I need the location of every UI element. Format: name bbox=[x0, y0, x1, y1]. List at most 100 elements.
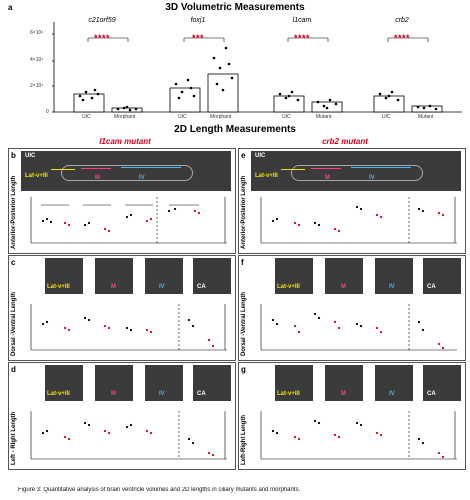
mri-f-3: IV bbox=[375, 258, 413, 294]
mri-g-1: Lat-v+III bbox=[275, 365, 313, 401]
panel-f-letter: f bbox=[241, 258, 244, 267]
chart-c bbox=[30, 304, 227, 351]
uic-label-b: UIC bbox=[25, 153, 36, 159]
ca-label-f: CA bbox=[427, 284, 436, 290]
sig-foxj1: *** bbox=[191, 33, 204, 43]
right-header: crb2 mutant bbox=[322, 137, 368, 146]
panel-c: c Lat-v+III M IV CA Dorsal -Ventral Leng… bbox=[8, 255, 236, 361]
chart-f bbox=[260, 304, 457, 351]
iv-label-b: IV bbox=[139, 175, 145, 181]
ylabel-f: Dorsal -Ventral Length bbox=[241, 291, 247, 356]
x-label-morphant-2: Morphant bbox=[210, 114, 232, 120]
panel-a-letter: a bbox=[8, 3, 13, 12]
x-label-mutant-4: Mutant bbox=[418, 114, 434, 120]
panel-b: b UIC Lat-v+III M IV Anterior-Posterior … bbox=[8, 148, 236, 254]
ventricle-outline-b bbox=[61, 165, 193, 181]
mri-g-3: IV bbox=[375, 365, 413, 401]
panel-g-letter: g bbox=[241, 365, 246, 374]
ca-label-d: CA bbox=[197, 391, 206, 397]
iv-label-e: IV bbox=[369, 175, 375, 181]
y-tick-2: 2×10⁴ bbox=[30, 83, 44, 89]
lat-label-c: Lat-v+III bbox=[47, 284, 70, 290]
mri-image-b: UIC Lat-v+III M IV bbox=[21, 151, 231, 191]
m-label-b: M bbox=[95, 175, 100, 181]
chart-e bbox=[260, 197, 457, 244]
iv-arrow-b bbox=[121, 167, 181, 168]
ylabel-b: Anterior-Posterior Length bbox=[11, 175, 17, 249]
panel-f: f Lat-v+III M IV CA Dorsal -Ventral Leng… bbox=[238, 255, 466, 361]
chart-g bbox=[260, 411, 457, 460]
mri-c-2: M bbox=[95, 258, 133, 294]
mri-f-1: Lat-v+III bbox=[275, 258, 313, 294]
chart-d bbox=[30, 411, 227, 460]
mri-c-1: Lat-v+III bbox=[45, 258, 83, 294]
m-label-g: M bbox=[341, 391, 346, 397]
m-label-e: M bbox=[325, 175, 330, 181]
lat-label-b: Lat-v+III bbox=[25, 173, 48, 179]
ca-label-g: CA bbox=[427, 391, 436, 397]
mri-g-4: CA bbox=[423, 365, 461, 401]
m-label-f: M bbox=[341, 284, 346, 290]
mri-f-4: CA bbox=[423, 258, 461, 294]
mri-c-4: CA bbox=[193, 258, 231, 294]
mri-d-2: M bbox=[95, 365, 133, 401]
ylabel-d: Left - Right Length bbox=[11, 411, 17, 465]
iv-label-f: IV bbox=[389, 284, 395, 290]
mri-image-e: UIC Lat-v+III M IV bbox=[251, 151, 461, 191]
ylabel-g: Left-Right Length bbox=[241, 415, 247, 465]
x-label-uic-3: UIC bbox=[282, 114, 291, 120]
m-label-c: M bbox=[111, 284, 116, 290]
m-arrow-b bbox=[81, 168, 111, 169]
mri-d-1: Lat-v+III bbox=[45, 365, 83, 401]
lat-arrow-e bbox=[281, 169, 305, 170]
gene-crb2: crb2 bbox=[395, 17, 409, 24]
ylabel-e: Anterior-Posterior Length bbox=[241, 175, 247, 249]
left-header: l1cam mutant bbox=[99, 137, 151, 146]
bar-chart-volumes bbox=[52, 18, 464, 118]
x-label-uic-2: UIC bbox=[178, 114, 187, 120]
gene-foxj1: foxj1 bbox=[190, 17, 206, 24]
y-tick-0: 6×10⁴ bbox=[30, 30, 44, 36]
panel-b-letter: b bbox=[11, 151, 16, 160]
m-label-d: M bbox=[111, 391, 116, 397]
sig-l1cam: **** bbox=[293, 33, 310, 43]
iv-arrow-e bbox=[351, 167, 411, 168]
iv-label-g: IV bbox=[389, 391, 395, 397]
x-label-uic-1: UIC bbox=[82, 114, 91, 120]
sig-crb2: **** bbox=[393, 33, 410, 43]
panel-d: d Lat-v+III M IV CA Left - Right Length bbox=[8, 362, 236, 470]
x-label-morphant-1: Morphant bbox=[114, 114, 136, 120]
ylabel-c: Dorsal -Ventral Length bbox=[11, 291, 17, 356]
chart-b bbox=[30, 197, 227, 244]
uic-label-e: UIC bbox=[255, 153, 266, 159]
panel-e: e UIC Lat-v+III M IV Anterior-Posterior … bbox=[238, 148, 466, 254]
lat-label-d: Lat-v+III bbox=[47, 391, 70, 397]
y-tick-3: 0 bbox=[46, 109, 49, 115]
ventricle-outline-e bbox=[291, 165, 423, 181]
ca-label-c: CA bbox=[197, 284, 206, 290]
y-tick-1: 4×10⁴ bbox=[30, 57, 44, 63]
x-label-uic-4: UIC bbox=[382, 114, 391, 120]
x-label-mutant-3: Mutant bbox=[316, 114, 332, 120]
panel-c-letter: c bbox=[11, 258, 16, 267]
figure-caption: Figure 3: Quantitative analysis of brain… bbox=[18, 487, 301, 493]
panel-a-title: 3D Volumetric Measurements bbox=[165, 2, 305, 13]
mri-d-3: IV bbox=[145, 365, 183, 401]
gene-l1cam: l1cam bbox=[292, 17, 312, 24]
panel-e-letter: e bbox=[241, 151, 246, 160]
mri-f-2: M bbox=[325, 258, 363, 294]
lat-arrow-b bbox=[51, 169, 75, 170]
mri-g-2: M bbox=[325, 365, 363, 401]
gene-c21orf59: c21orf59 bbox=[88, 17, 116, 24]
mri-c-3: IV bbox=[145, 258, 183, 294]
m-arrow-e bbox=[311, 168, 341, 169]
lat-label-g: Lat-v+III bbox=[277, 391, 300, 397]
mri-d-4: CA bbox=[193, 365, 231, 401]
lat-label-f: Lat-v+III bbox=[277, 284, 300, 290]
sig-c21orf59: **** bbox=[93, 33, 110, 43]
panel-g: g Lat-v+III M IV CA Left-Right Length bbox=[238, 362, 466, 470]
lat-label-e: Lat-v+III bbox=[255, 173, 278, 179]
iv-label-c: IV bbox=[159, 284, 165, 290]
section2-title: 2D Length Measurements bbox=[174, 124, 296, 135]
panel-d-letter: d bbox=[11, 365, 16, 374]
